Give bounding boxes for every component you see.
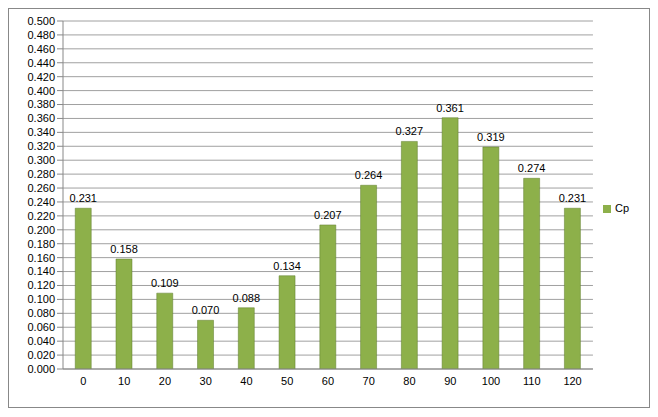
svg-text:0.231: 0.231 [69,192,97,204]
svg-text:30: 30 [200,375,212,387]
svg-text:0.220: 0.220 [27,210,55,222]
svg-text:100: 100 [482,375,500,387]
svg-text:0.040: 0.040 [27,335,55,347]
svg-text:0.420: 0.420 [27,71,55,83]
svg-text:0.180: 0.180 [27,238,55,250]
svg-text:0.231: 0.231 [559,192,587,204]
svg-text:0.280: 0.280 [27,168,55,180]
svg-text:0.260: 0.260 [27,182,55,194]
svg-text:0.500: 0.500 [27,15,55,27]
svg-text:0.088: 0.088 [233,292,261,304]
svg-text:0.060: 0.060 [27,321,55,333]
svg-text:0.020: 0.020 [27,349,55,361]
svg-text:0.207: 0.207 [314,209,342,221]
html-text:Cp: Cp [614,202,629,214]
svg-text:0.100: 0.100 [27,293,55,305]
svg-text:0.140: 0.140 [27,265,55,277]
svg-text:60: 60 [322,375,334,387]
svg-text:0.480: 0.480 [27,29,55,41]
svg-text:0.380: 0.380 [27,98,55,110]
svg-text:0.400: 0.400 [27,85,55,97]
svg-text:0.134: 0.134 [273,260,301,272]
svg-text:0.160: 0.160 [27,252,55,264]
svg-text:0.327: 0.327 [396,125,424,137]
svg-text:40: 40 [240,375,252,387]
svg-text:120: 120 [563,375,581,387]
svg-text:0.109: 0.109 [151,277,179,289]
svg-text:0.080: 0.080 [27,307,55,319]
svg-text:70: 70 [363,375,375,387]
svg-text:20: 20 [159,375,171,387]
svg-text:0.360: 0.360 [27,112,55,124]
svg-text:0.340: 0.340 [27,126,55,138]
svg-text:0.440: 0.440 [27,57,55,69]
svg-text:90: 90 [444,375,456,387]
svg-text:0: 0 [80,375,86,387]
svg-text:0.240: 0.240 [27,196,55,208]
svg-text:80: 80 [403,375,415,387]
svg-text:0.320: 0.320 [27,140,55,152]
svg-text:0.264: 0.264 [355,169,383,181]
svg-text:0.120: 0.120 [27,279,55,291]
svg-text:0.319: 0.319 [477,131,505,143]
svg-text:110: 110 [523,375,541,387]
svg-text:0.158: 0.158 [110,243,138,255]
svg-text:50: 50 [281,375,293,387]
svg-text:0.274: 0.274 [518,162,546,174]
svg-text:0.460: 0.460 [27,43,55,55]
svg-text:0.200: 0.200 [27,224,55,236]
svg-text:0.361: 0.361 [436,102,464,114]
svg-text:0.000: 0.000 [27,363,55,375]
svg-text:0.300: 0.300 [27,154,55,166]
svg-text:10: 10 [118,375,130,387]
svg-text:0.070: 0.070 [192,304,220,316]
